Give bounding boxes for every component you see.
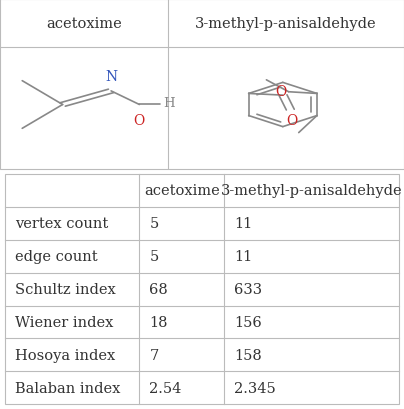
Text: Schultz index: Schultz index (15, 282, 116, 297)
Text: H: H (163, 97, 175, 110)
Text: O: O (133, 113, 144, 127)
Text: 5: 5 (149, 217, 159, 231)
Text: edge count: edge count (15, 249, 98, 263)
Text: acetoxime: acetoxime (144, 184, 220, 198)
Text: Balaban index: Balaban index (15, 381, 120, 395)
Text: vertex count: vertex count (15, 217, 108, 231)
Text: N: N (105, 70, 117, 84)
Text: Hosoya index: Hosoya index (15, 348, 115, 362)
Text: 3-methyl-p-anisaldehyde: 3-methyl-p-anisaldehyde (195, 17, 377, 31)
Text: 7: 7 (149, 348, 159, 362)
Text: 18: 18 (149, 315, 168, 329)
Text: O: O (287, 114, 298, 128)
Text: 5: 5 (149, 249, 159, 263)
Text: Wiener index: Wiener index (15, 315, 114, 329)
Text: 2.54: 2.54 (149, 381, 182, 395)
Text: acetoxime: acetoxime (46, 17, 122, 31)
Text: O: O (276, 85, 286, 99)
Text: 2.345: 2.345 (234, 381, 276, 395)
Text: 68: 68 (149, 282, 168, 297)
Text: 156: 156 (234, 315, 262, 329)
Text: 3-methyl-p-anisaldehyde: 3-methyl-p-anisaldehyde (221, 184, 402, 198)
Text: 11: 11 (234, 217, 252, 231)
Text: 158: 158 (234, 348, 262, 362)
Text: 11: 11 (234, 249, 252, 263)
Text: 633: 633 (234, 282, 263, 297)
